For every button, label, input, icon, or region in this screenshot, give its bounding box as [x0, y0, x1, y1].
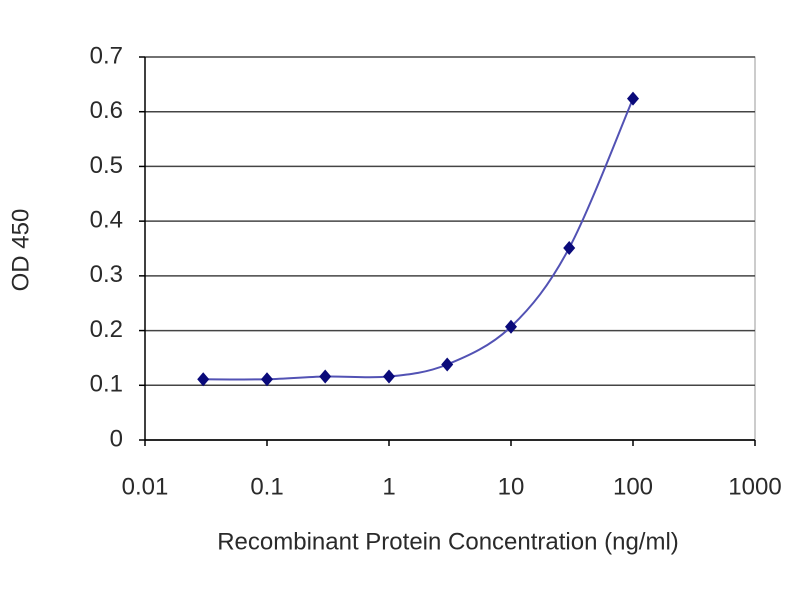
y-tick-label: 0.3 — [90, 261, 123, 288]
data-point — [261, 372, 273, 387]
y-tick-label: 0.7 — [90, 42, 123, 69]
y-tick-label: 0.6 — [90, 97, 123, 124]
data-point — [505, 319, 517, 334]
plot-frame — [144, 56, 756, 441]
x-tick-label: 100 — [613, 473, 653, 500]
x-axis-label: Recombinant Protein Concentration (ng/ml… — [217, 528, 679, 555]
data-point — [441, 357, 454, 372]
y-tick-label: 0.4 — [90, 206, 123, 233]
data-point — [197, 372, 210, 387]
data-point — [383, 369, 395, 384]
x-tick-label: 1 — [382, 473, 395, 500]
x-tick-label: 1000 — [728, 473, 781, 500]
y-tick-label: 0.5 — [90, 152, 123, 179]
data-point — [319, 369, 332, 384]
y-tick-label: 0.1 — [90, 371, 123, 398]
data-point — [563, 240, 576, 255]
y-tick-label: 0.2 — [90, 316, 123, 343]
x-tick-label: 0.1 — [250, 473, 283, 500]
data-line — [203, 98, 634, 381]
data-point — [627, 91, 639, 106]
x-tick-label: 0.01 — [122, 473, 169, 500]
y-axis-label: OD 450 — [7, 209, 34, 292]
x-tick-label: 10 — [498, 473, 525, 500]
y-tick-label: 0 — [110, 425, 123, 452]
